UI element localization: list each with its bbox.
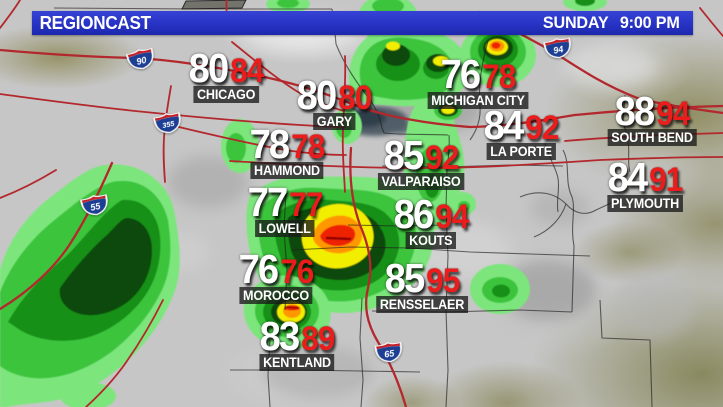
urban-patch (181, 0, 247, 10)
city-label: HAMMOND (250, 161, 324, 179)
city-temps-rensselaer: 85 95 RENSSELAER (371, 255, 473, 314)
temp-white: 78 (249, 121, 291, 167)
banner-title: REGIONCAST (39, 12, 151, 33)
city-label: PLYMOUTH (607, 194, 683, 212)
temp-white: 76 (440, 51, 482, 97)
city-temps-kentland: 83 89 KENTLAND (255, 313, 338, 372)
interstate-90-shield: 90 (124, 45, 158, 74)
interstate-65-number: 65 (384, 348, 396, 359)
banner-time: 9:00 PM (619, 13, 680, 32)
banner-day: SUNDAY (543, 13, 609, 32)
temp-white: 88 (614, 88, 656, 134)
interstate-94-number: 94 (553, 44, 565, 56)
interstate-55-number: 55 (89, 201, 102, 213)
temp-red: 91 (649, 161, 683, 199)
city-temps-kouts: 86 94 KOUTS (391, 191, 471, 250)
temp-red: 80 (338, 79, 372, 117)
temp-red: 94 (435, 198, 469, 236)
temp-red: 89 (301, 320, 335, 358)
interstate-94-shield: 94 (541, 35, 574, 62)
interstate-90-number: 90 (135, 55, 147, 67)
city-temps-plymouth: 84 91 PLYMOUTH (603, 154, 687, 213)
temp-red: 92 (525, 109, 559, 147)
interstate-355-number: 355 (161, 119, 176, 131)
city-temps-michigan-city: 76 78 MICHIGAN CITY (422, 51, 534, 110)
city-temps-morocco: 76 76 MOROCCO (235, 246, 316, 305)
city-label: KENTLAND (259, 353, 335, 371)
city-label: KOUTS (405, 231, 457, 249)
interstate-55-shield: 55 (78, 191, 112, 219)
temp-red: 84 (230, 52, 264, 90)
temp-red: 76 (280, 253, 314, 291)
city-label: MOROCCO (239, 286, 313, 304)
temp-red: 94 (656, 95, 690, 133)
city-label: RENSSELAER (376, 295, 468, 313)
temp-white: 80 (296, 72, 338, 118)
city-temps-lowell: 77 77 LOWELL (245, 179, 325, 238)
city-temps-hammond: 78 78 HAMMOND (246, 121, 327, 180)
title-banner: REGIONCAST SUNDAY 9:00 PM (32, 11, 693, 35)
city-temps-south-bend: 88 94 SOUTH BEND (603, 88, 702, 147)
temp-white: 84 (483, 102, 525, 148)
temp-red: 78 (482, 58, 516, 96)
temp-white: 80 (188, 45, 230, 91)
temp-red: 92 (425, 139, 459, 177)
interstate-65-shield: 65 (373, 339, 406, 365)
city-temps-gary: 80 80 GARY (294, 72, 374, 131)
city-label: SOUTH BEND (607, 128, 697, 146)
temp-red: 95 (426, 262, 460, 300)
city-label: LOWELL (255, 219, 315, 237)
city-temps-la-porte: 84 92 LA PORTE (481, 102, 561, 161)
temp-white: 84 (607, 154, 649, 200)
temp-white: 83 (259, 313, 301, 359)
city-label: MICHIGAN CITY (427, 91, 529, 109)
city-temps-chicago: 80 84 CHICAGO (186, 45, 266, 104)
city-temps-valparaiso: 85 92 VALPARAISO (373, 132, 469, 191)
temp-red: 78 (291, 128, 325, 166)
city-label: VALPARAISO (377, 172, 465, 190)
temp-white: 86 (393, 191, 435, 237)
temp-white: 85 (383, 132, 425, 178)
temp-white: 85 (384, 255, 426, 301)
temp-red: 77 (289, 186, 323, 224)
banner-day-time: SUNDAY 9:00 PM (543, 13, 693, 33)
temp-white: 77 (247, 179, 289, 225)
temp-white: 76 (238, 246, 280, 292)
interstate-355-shield: 355 (151, 109, 185, 137)
city-label: GARY (312, 112, 356, 130)
city-label: LA PORTE (486, 142, 556, 160)
city-label: CHICAGO (193, 85, 259, 103)
